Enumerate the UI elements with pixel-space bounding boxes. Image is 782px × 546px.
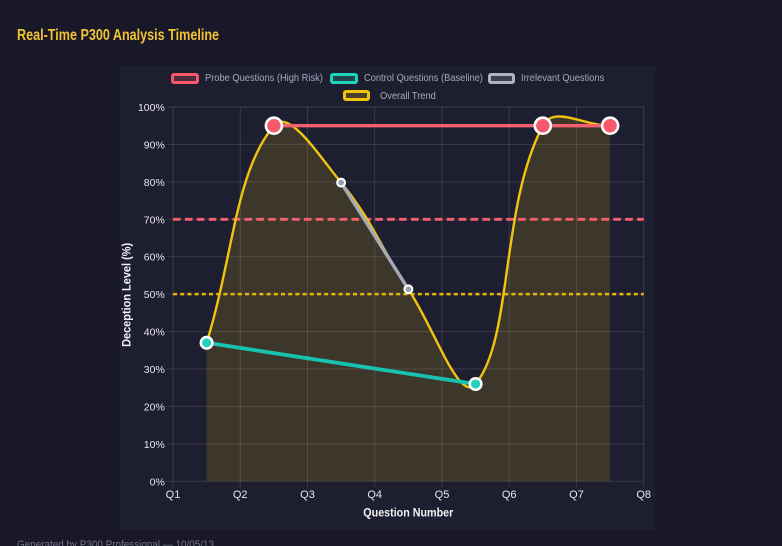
svg-text:Q7: Q7 (569, 489, 584, 501)
svg-text:30%: 30% (144, 364, 165, 376)
svg-text:Q4: Q4 (367, 489, 382, 501)
svg-text:10%: 10% (144, 439, 165, 451)
svg-text:40%: 40% (144, 327, 165, 339)
svg-text:20%: 20% (144, 401, 165, 413)
svg-text:100%: 100% (138, 102, 165, 114)
svg-text:80%: 80% (144, 177, 165, 189)
svg-text:Deception Level (%): Deception Level (%) (120, 243, 134, 347)
svg-text:Q2: Q2 (233, 489, 248, 501)
svg-text:Q8: Q8 (636, 489, 651, 501)
svg-text:90%: 90% (144, 139, 165, 151)
svg-text:Q6: Q6 (502, 489, 517, 501)
svg-text:70%: 70% (144, 214, 165, 226)
svg-text:Q1: Q1 (166, 489, 181, 501)
svg-text:60%: 60% (144, 252, 165, 264)
svg-text:0%: 0% (150, 476, 165, 488)
svg-text:Q5: Q5 (435, 489, 450, 501)
svg-text:Question Number: Question Number (363, 506, 453, 520)
svg-text:50%: 50% (144, 289, 165, 301)
svg-text:Q3: Q3 (300, 489, 315, 501)
